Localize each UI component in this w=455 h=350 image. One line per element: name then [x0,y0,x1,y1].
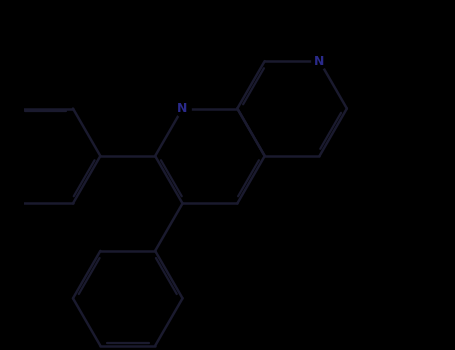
Text: N: N [314,55,325,68]
Text: N: N [177,102,188,115]
